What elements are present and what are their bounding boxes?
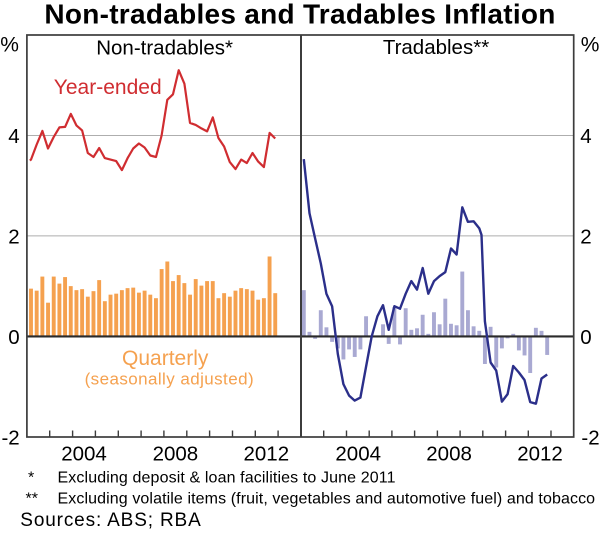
svg-text:(seasonally adjusted): (seasonally adjusted) — [85, 370, 254, 389]
svg-text:*: * — [28, 470, 34, 487]
svg-text:2008: 2008 — [153, 442, 199, 465]
svg-text:-2: -2 — [1, 426, 19, 449]
svg-text:2004: 2004 — [335, 442, 381, 465]
svg-text:0: 0 — [580, 326, 591, 349]
svg-text:2: 2 — [580, 225, 591, 248]
svg-text:4: 4 — [8, 125, 19, 148]
svg-text:Year-ended: Year-ended — [54, 76, 162, 99]
svg-text:4: 4 — [580, 125, 591, 148]
svg-text:2004: 2004 — [61, 442, 107, 465]
svg-text:%: % — [581, 33, 600, 56]
svg-text:Tradables**: Tradables** — [383, 36, 489, 59]
svg-text:Quarterly: Quarterly — [122, 347, 209, 370]
svg-text:-2: -2 — [581, 426, 599, 449]
svg-text:0: 0 — [8, 326, 19, 349]
svg-text:2012: 2012 — [243, 442, 289, 465]
svg-text:Non-tradables*: Non-tradables* — [96, 36, 233, 59]
svg-text:2008: 2008 — [426, 442, 472, 465]
svg-text:Sources: ABS; RBA: Sources: ABS; RBA — [20, 510, 201, 529]
svg-text:%: % — [0, 33, 19, 56]
svg-text:Non-tradables and Tradables In: Non-tradables and Tradables Inflation — [44, 0, 555, 29]
svg-text:2012: 2012 — [517, 442, 563, 465]
svg-text:Excluding deposit & loan facil: Excluding deposit & loan facilities to J… — [58, 470, 396, 487]
svg-text:**: ** — [26, 490, 38, 507]
svg-text:2: 2 — [8, 225, 19, 248]
svg-text:Excluding volatile items (frui: Excluding volatile items (fruit, vegetab… — [58, 490, 596, 507]
